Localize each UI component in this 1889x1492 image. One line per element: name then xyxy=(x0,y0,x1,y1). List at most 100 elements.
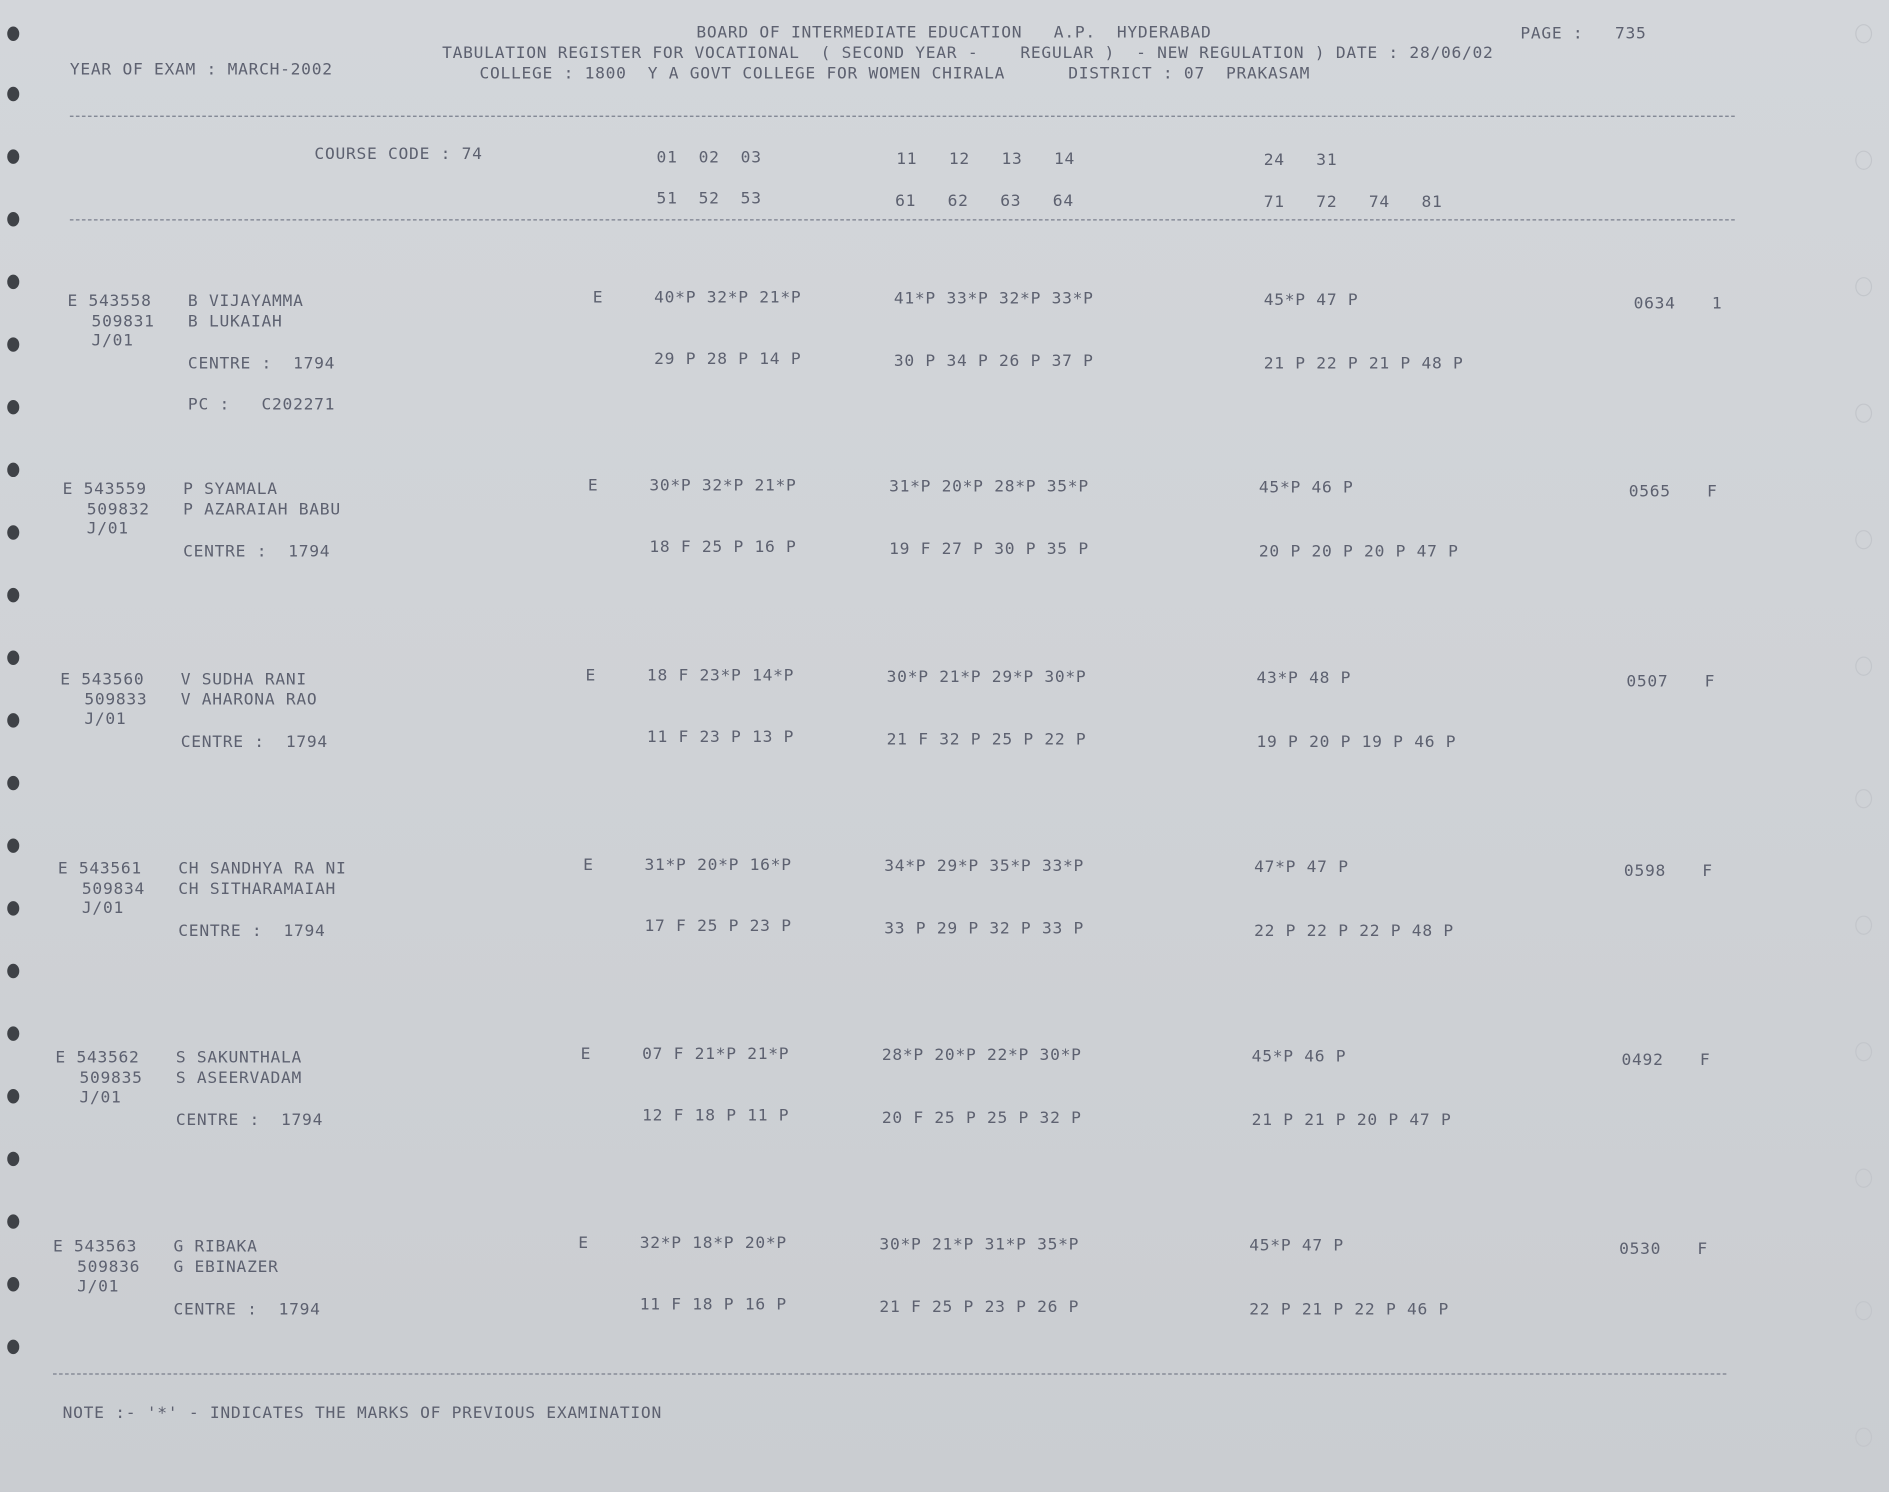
student-name: S SAKUNTHALA xyxy=(175,1048,303,1068)
group-code: J/01 xyxy=(91,331,134,351)
total-marks: 0634 xyxy=(1633,293,1676,314)
marks-first-year: 30*P 32*P 21*P xyxy=(649,475,797,496)
punch-hole xyxy=(7,775,20,791)
result: 1 xyxy=(1711,293,1723,314)
marks-second-year: 30 P 34 P 26 P 37 P xyxy=(893,351,1094,372)
course-code: COURSE CODE : 74 xyxy=(314,144,483,164)
marks-second-year: 17 F 25 P 23 P xyxy=(644,916,792,937)
centre: CENTRE : 1794 xyxy=(173,1299,321,1320)
registration-number: E 543561 xyxy=(57,858,142,879)
register-title: TABULATION REGISTER FOR VOCATIONAL ( SEC… xyxy=(442,43,1494,63)
total-marks: 0530 xyxy=(1619,1239,1662,1259)
student-name: V SUDHA RANI xyxy=(180,669,307,690)
punch-hole xyxy=(1855,1042,1873,1062)
group-code: J/01 xyxy=(81,898,124,918)
punch-hole xyxy=(7,1089,20,1104)
punch-hole xyxy=(1855,1301,1873,1321)
father-name: P AZARAIAH BABU xyxy=(183,499,341,520)
centre: CENTRE : 1794 xyxy=(183,542,331,562)
marks-second-year: 19 F 27 P 30 P 35 P xyxy=(889,539,1089,559)
punch-hole xyxy=(1855,277,1873,297)
year-of-exam: YEAR OF EXAM : MARCH-2002 xyxy=(69,60,333,80)
punch-hole xyxy=(7,838,20,853)
student-name: B VIJAYAMMA xyxy=(187,291,304,311)
centre: CENTRE : 1794 xyxy=(187,354,336,374)
punch-hole xyxy=(7,650,20,665)
college-district: COLLEGE : 1800 Y A GOVT COLLEGE FOR WOME… xyxy=(479,63,1311,84)
student-record: E 543562 509835 J/01 S SAKUNTHALA S ASEE… xyxy=(55,1044,1889,1229)
marks-first-year: 18 F 23*P 14*P xyxy=(646,666,795,686)
divider xyxy=(53,1373,1727,1375)
punch-hole xyxy=(7,525,20,540)
marks-first-year: 41*P 33*P 32*P 33*P xyxy=(893,289,1094,309)
divider xyxy=(69,115,1735,117)
student-record: E 543561 509834 J/01 CH SANDHYA RA NI CH… xyxy=(57,855,1889,1040)
student-code: 509832 xyxy=(86,499,150,520)
registration-number: E 543560 xyxy=(60,669,145,690)
marks-first-year: 32*P 18*P 20*P xyxy=(639,1233,787,1253)
result: F xyxy=(1702,861,1713,881)
divider xyxy=(69,219,1735,221)
student-record: E 543560 509833 J/01 V SUDHA RANI V AHAR… xyxy=(60,666,1889,851)
student-name: P SYAMALA xyxy=(183,479,278,499)
marks-first-year: 40*P 32*P 21*P xyxy=(654,287,802,308)
group-code: J/01 xyxy=(79,1087,122,1108)
total-marks: 0598 xyxy=(1623,861,1667,881)
punch-hole xyxy=(1855,24,1873,44)
father-name: CH SITHARAMAIAH xyxy=(178,879,337,899)
punch-hole xyxy=(1855,915,1873,935)
result: F xyxy=(1707,481,1718,502)
student-code: 509833 xyxy=(84,690,148,710)
punch-hole xyxy=(1855,530,1873,550)
marks-first-year: 43*P 48 P xyxy=(1256,668,1352,688)
father-name: V AHARONA RAO xyxy=(180,690,318,710)
student-code: 509834 xyxy=(81,879,146,899)
father-name: G EBINAZER xyxy=(173,1257,279,1277)
exam-type: E xyxy=(580,1044,592,1064)
punch-hole xyxy=(1855,1427,1873,1447)
total-marks: 0565 xyxy=(1628,481,1671,502)
student-record: E 543559 509832 J/01 P SYAMALA P AZARAIA… xyxy=(62,475,1889,660)
punch-hole xyxy=(1855,656,1873,676)
marks-first-year: 34*P 29*P 35*P 33*P xyxy=(884,856,1085,876)
marks-second-year: 21 P 21 P 20 P 47 P xyxy=(1251,1110,1452,1131)
punch-hole xyxy=(7,149,20,164)
punch-hole xyxy=(7,713,20,728)
centre: CENTRE : 1794 xyxy=(175,1110,324,1131)
marks-second-year: 19 P 20 P 19 P 46 P xyxy=(1256,732,1457,752)
student-name: G RIBAKA xyxy=(173,1237,258,1257)
punch-hole xyxy=(7,26,20,41)
punch-hole xyxy=(7,1276,20,1292)
marks-first-year: 45*P 46 P xyxy=(1258,478,1354,498)
student-name: CH SANDHYA RA NI xyxy=(178,858,347,879)
exam-type: E xyxy=(578,1233,589,1253)
punch-hole xyxy=(7,399,20,415)
result: F xyxy=(1697,1239,1708,1259)
group-code: J/01 xyxy=(86,519,129,539)
father-name: B LUKAIAH xyxy=(187,312,283,332)
board-title: BOARD OF INTERMEDIATE EDUCATION A.P. HYD… xyxy=(696,22,1212,43)
group-code: J/01 xyxy=(77,1276,120,1297)
marks-second-year: 22 P 21 P 22 P 46 P xyxy=(1249,1299,1450,1320)
subject-codes: 11 12 13 14 xyxy=(896,149,1076,169)
punch-hole xyxy=(7,86,20,102)
punch-hole xyxy=(7,337,20,352)
marks-second-year: 20 P 20 P 20 P 47 P xyxy=(1258,542,1459,562)
marks-first-year: 45*P 46 P xyxy=(1251,1046,1347,1067)
exam-type: E xyxy=(587,475,599,496)
punch-hole xyxy=(7,462,20,478)
exam-type: E xyxy=(583,855,594,875)
subject-codes: 24 31 xyxy=(1263,150,1338,170)
result: F xyxy=(1704,672,1716,692)
subject-codes: 51 52 53 xyxy=(656,189,762,209)
punch-hole xyxy=(7,1026,20,1041)
registration-number: E 543559 xyxy=(62,479,147,499)
marks-second-year: 20 F 25 P 25 P 32 P xyxy=(881,1108,1082,1128)
student-record: E 543558 509831 J/01 B VIJAYAMMA B LUKAI… xyxy=(67,288,1889,473)
marks-second-year: 11 F 23 P 13 P xyxy=(646,727,795,747)
punch-hole xyxy=(7,901,20,916)
punch-hole xyxy=(1855,1168,1873,1188)
marks-second-year: 18 F 25 P 16 P xyxy=(649,537,797,557)
result: F xyxy=(1699,1050,1711,1070)
group-code: J/01 xyxy=(84,709,127,729)
